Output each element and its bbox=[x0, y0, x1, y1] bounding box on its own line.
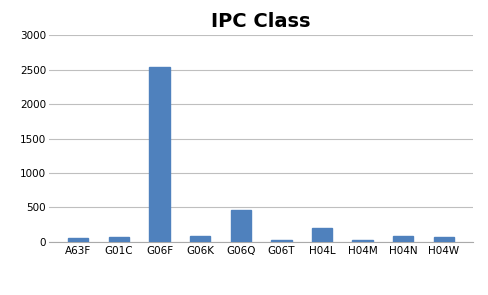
Bar bbox=[434, 237, 454, 242]
Title: IPC Class: IPC Class bbox=[211, 12, 311, 31]
Bar bbox=[190, 236, 210, 242]
Bar bbox=[393, 236, 413, 242]
Bar bbox=[271, 240, 291, 242]
Bar bbox=[312, 228, 332, 242]
Bar bbox=[231, 210, 251, 242]
Bar bbox=[149, 67, 170, 242]
Bar bbox=[68, 238, 88, 242]
Bar bbox=[352, 240, 373, 242]
Bar bbox=[109, 237, 129, 242]
